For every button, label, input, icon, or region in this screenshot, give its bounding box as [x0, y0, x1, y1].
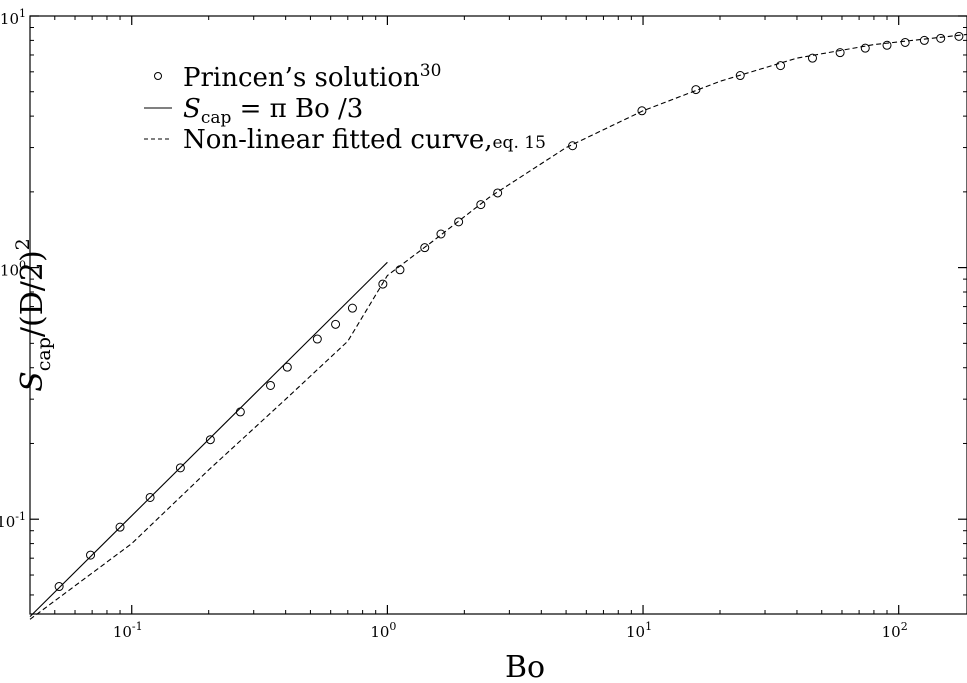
data-point	[205, 435, 215, 445]
data-point	[282, 362, 292, 372]
data-point	[175, 463, 185, 473]
data-point	[776, 61, 786, 71]
series-layer	[29, 31, 967, 620]
data-point	[568, 141, 578, 151]
data-point	[454, 217, 464, 227]
x-tick-label: 10-1	[113, 620, 143, 641]
y-tick-label: 101	[0, 7, 26, 28]
legend-label: Scap = π Bo /3	[183, 94, 363, 128]
data-point	[835, 48, 845, 58]
data-point	[807, 53, 817, 63]
data-point	[54, 582, 64, 592]
data-point	[235, 407, 245, 417]
data-point	[637, 106, 647, 116]
data-point	[312, 334, 322, 344]
data-point	[86, 550, 96, 560]
x-tick-label: 101	[626, 620, 652, 641]
data-point	[936, 33, 946, 43]
x-tick-label: 100	[370, 620, 396, 641]
y-tick-label: 100	[0, 259, 26, 280]
y-axis-title: Scap/(D/2)2	[12, 238, 55, 392]
x-tick-label: 102	[882, 620, 908, 641]
legend-label: Princen’s solution30	[183, 61, 441, 93]
data-point	[145, 492, 155, 502]
data-point	[331, 319, 341, 329]
data-point	[882, 40, 892, 50]
data-point	[860, 43, 870, 53]
data-point	[266, 380, 276, 390]
axis-ticks: 10-1 100 101 102 10-1 100 101	[0, 7, 967, 641]
data-point	[954, 31, 964, 41]
data-point	[378, 279, 388, 289]
legend-circle-marker	[154, 72, 162, 80]
data-point	[115, 522, 125, 532]
fitted-curve-line	[29, 33, 967, 620]
linear-fit-line	[29, 261, 388, 617]
x-axis-title: Bo	[505, 650, 545, 683]
data-point	[347, 303, 357, 313]
data-point	[919, 35, 929, 45]
legend-label: Non-linear fitted curve,eq. 15	[183, 125, 546, 155]
y-tick-label: 10-1	[0, 510, 26, 531]
data-point	[420, 243, 430, 253]
data-point	[493, 188, 503, 198]
data-point	[436, 229, 446, 239]
data-point	[900, 37, 910, 47]
plot-frame	[29, 15, 967, 615]
legend-background	[135, 60, 535, 162]
data-point	[395, 265, 405, 275]
data-point	[735, 71, 745, 81]
data-point	[476, 200, 486, 210]
